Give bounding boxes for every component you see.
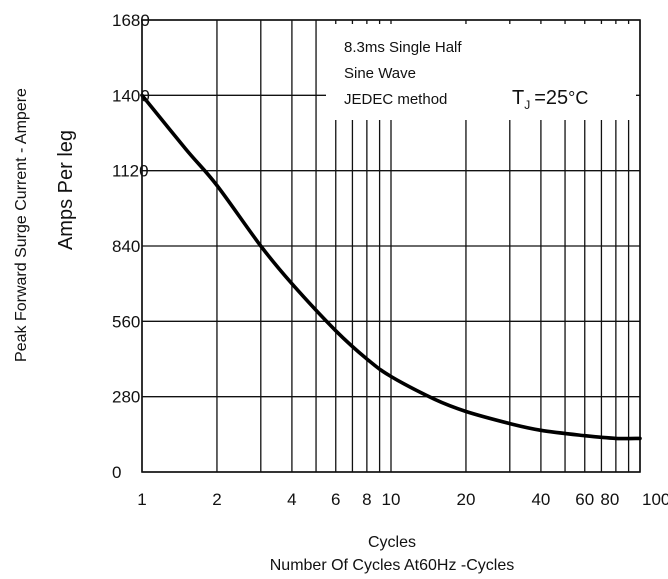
x-tick-label: 6 xyxy=(331,490,340,509)
tj-unit: °C xyxy=(568,88,588,108)
x-tick-label: 60 xyxy=(575,490,594,509)
tj-subscript: J xyxy=(524,98,530,112)
y-tick-label: 840 xyxy=(112,237,140,256)
annotation-box: 8.3ms Single Half Sine Wave JEDEC method… xyxy=(326,24,636,120)
x-axis-sublabel: Number Of Cycles At60Hz -Cycles xyxy=(270,557,515,574)
tj-value: =25 xyxy=(534,87,568,109)
x-tick-label: 20 xyxy=(456,490,475,509)
y-axis-sublabel: Amps Per leg xyxy=(55,130,77,250)
y-tick-label: 0 xyxy=(112,463,121,482)
y-tick-label: 560 xyxy=(112,312,140,331)
y-tick-label: 1400 xyxy=(112,86,150,105)
annotation-line-2: Sine Wave xyxy=(344,65,416,82)
annotation-line-1: 8.3ms Single Half xyxy=(344,39,462,56)
x-tick-label: 2 xyxy=(212,490,221,509)
series-line xyxy=(140,93,642,441)
x-tick-label: 4 xyxy=(287,490,296,509)
y-tick-label: 1680 xyxy=(112,11,150,30)
x-tick-label: 40 xyxy=(531,490,550,509)
series-layer xyxy=(140,93,642,441)
junction-temperature-label: TJ =25°C xyxy=(512,87,588,112)
y-axis-label: Peak Forward Surge Current - Ampere xyxy=(13,88,30,362)
x-tick-label: 1 xyxy=(137,490,146,509)
plot-frame xyxy=(141,19,641,473)
x-tick-label: 80 xyxy=(600,490,619,509)
annotation-line-3: JEDEC method xyxy=(344,91,447,108)
y-tick-label: 1120 xyxy=(112,162,149,181)
x-tick-label: 8 xyxy=(362,490,371,509)
x-axis-label: Cycles xyxy=(368,534,416,551)
y-tick-label: 280 xyxy=(112,388,140,407)
tick-labels: 1 2 4 6 8 10 20 40 60 80 100 0 280 560 840 1120 1400 1680 xyxy=(112,11,668,509)
x-tick-label: 10 xyxy=(382,490,401,509)
annotation-background xyxy=(326,24,636,120)
x-tick-label: 100 xyxy=(642,490,668,509)
tj-main: T xyxy=(512,87,524,109)
